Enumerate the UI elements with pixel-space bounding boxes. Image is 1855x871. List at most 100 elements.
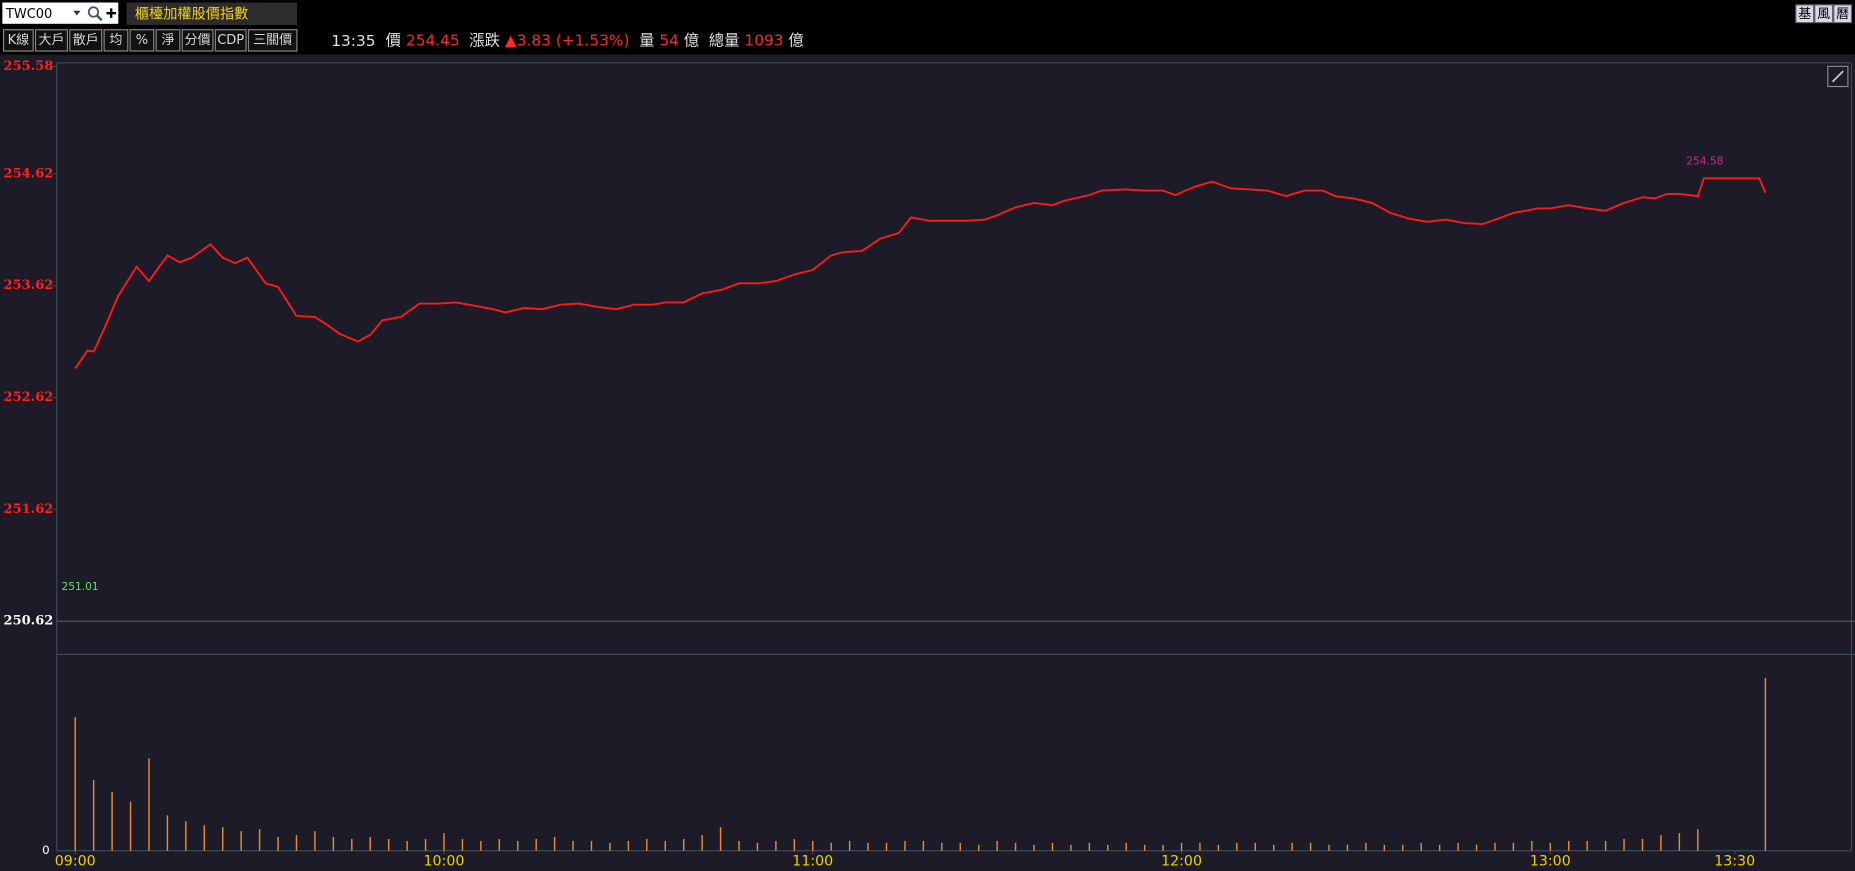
volume-bar — [664, 840, 666, 851]
volume-bar — [74, 717, 76, 851]
x-tick-label: 09:00 — [55, 853, 96, 869]
tool-button[interactable] — [155, 29, 181, 52]
volume-bar — [406, 840, 408, 851]
volume-bar — [351, 838, 353, 851]
volume-bar — [1383, 844, 1386, 851]
tool-label[interactable]: 大戶 — [38, 33, 64, 48]
tool-button[interactable] — [181, 29, 214, 52]
tool-label[interactable]: 三關價 — [253, 33, 292, 48]
tool-label[interactable]: 均 — [109, 33, 122, 48]
side-button[interactable] — [1795, 4, 1815, 24]
y-tick-label: 253.62 — [4, 278, 54, 293]
tool-button[interactable] — [214, 29, 247, 52]
quote-info: 13:35 價 254.45 漲跌 ▲3.83 (+1.53%) 量 54 億 … — [331, 31, 804, 50]
volume-bar — [461, 838, 464, 851]
volume-bar — [1420, 842, 1422, 851]
volume-bar — [1107, 844, 1109, 851]
side-label[interactable]: 曆 — [1836, 7, 1849, 22]
volume-bar — [111, 791, 113, 851]
volume-bar — [1512, 842, 1515, 851]
volume-bar — [1764, 677, 1767, 851]
tool-label[interactable]: 分價 — [185, 33, 211, 48]
volume-bar — [1070, 844, 1072, 851]
volume-bar — [775, 840, 777, 851]
volume-bar — [1125, 842, 1127, 851]
side-button[interactable] — [1833, 4, 1853, 24]
volume-bar — [295, 835, 298, 851]
volume-tick-label: 0 — [42, 843, 50, 857]
volume-bar — [166, 815, 169, 851]
search-icon[interactable] — [87, 6, 100, 18]
title-box — [126, 2, 297, 25]
volume-bar — [1402, 844, 1404, 851]
add-icon[interactable] — [106, 8, 116, 18]
tool-label[interactable]: % — [136, 33, 148, 48]
volume-bar — [185, 821, 187, 851]
search-icon[interactable] — [96, 14, 103, 22]
symbol-box[interactable]: TWC00 — [2, 2, 119, 24]
volume-bar — [1273, 844, 1275, 851]
volume-bar — [1162, 844, 1164, 851]
volume-bar — [959, 842, 961, 851]
volume-bar — [1604, 840, 1607, 851]
volume: 54 — [659, 31, 679, 49]
volume-bar — [1641, 838, 1644, 851]
volume-bar — [314, 831, 316, 851]
volume-bar — [1568, 840, 1570, 851]
side-button[interactable] — [1814, 4, 1834, 24]
volume-bar — [1309, 842, 1312, 851]
volume-bar — [996, 840, 998, 851]
x-tick-label: 10:00 — [424, 853, 465, 869]
side-label[interactable]: 風 — [1817, 7, 1830, 22]
volume-bar — [1457, 842, 1459, 851]
label: 總量 — [709, 31, 740, 49]
volume-bar — [443, 833, 445, 851]
volume-bar — [1014, 842, 1017, 851]
volume-bar — [240, 831, 242, 851]
tool-label[interactable]: K線 — [8, 32, 30, 48]
tool-button[interactable] — [247, 29, 298, 52]
volume-bar — [1143, 844, 1146, 851]
tool-button[interactable] — [34, 29, 69, 52]
y-tick-label: 251.62 — [4, 502, 54, 517]
volume-bar — [977, 844, 980, 851]
unit: 億 — [684, 31, 699, 49]
tool-button[interactable] — [129, 29, 155, 52]
side-label[interactable]: 基 — [1798, 7, 1811, 22]
price-line — [74, 177, 1767, 369]
volume-bar — [369, 836, 371, 851]
volume-bar — [517, 840, 519, 851]
volume-bar — [498, 838, 501, 851]
volume-bar — [1697, 829, 1699, 851]
tool-button[interactable] — [69, 29, 103, 52]
volume-bar — [1328, 844, 1330, 851]
volume-bar — [1033, 844, 1035, 851]
link-icon — [1831, 70, 1844, 83]
volume-bar — [222, 827, 224, 851]
volume-bar — [793, 838, 796, 851]
tool-label[interactable]: CDP — [217, 33, 244, 48]
tool-button[interactable] — [2, 29, 34, 52]
volume-bar — [1346, 844, 1349, 851]
tool-label[interactable]: 散戶 — [73, 33, 99, 48]
volume-bar — [1531, 840, 1533, 851]
toolbar-bg — [0, 0, 1855, 55]
volume-bar — [332, 836, 335, 851]
x-tick-label: 12:00 — [1161, 853, 1202, 869]
unit: 億 — [788, 31, 803, 49]
volume-bar — [203, 825, 206, 851]
volume-bar — [1494, 842, 1496, 851]
volume-bar — [1291, 842, 1293, 851]
y-tick-label: 252.62 — [4, 390, 54, 405]
volume-bar — [904, 840, 906, 851]
volume-bar — [1236, 842, 1238, 851]
tool-label[interactable]: 淨 — [161, 33, 174, 48]
tool-button[interactable] — [103, 29, 129, 52]
volume-bar — [1586, 840, 1588, 851]
volume-bar — [738, 840, 740, 851]
dropdown-arrow[interactable] — [73, 10, 81, 16]
symbol-input[interactable] — [2, 2, 119, 24]
volume-bar — [885, 842, 888, 851]
link-button[interactable] — [1827, 65, 1849, 88]
